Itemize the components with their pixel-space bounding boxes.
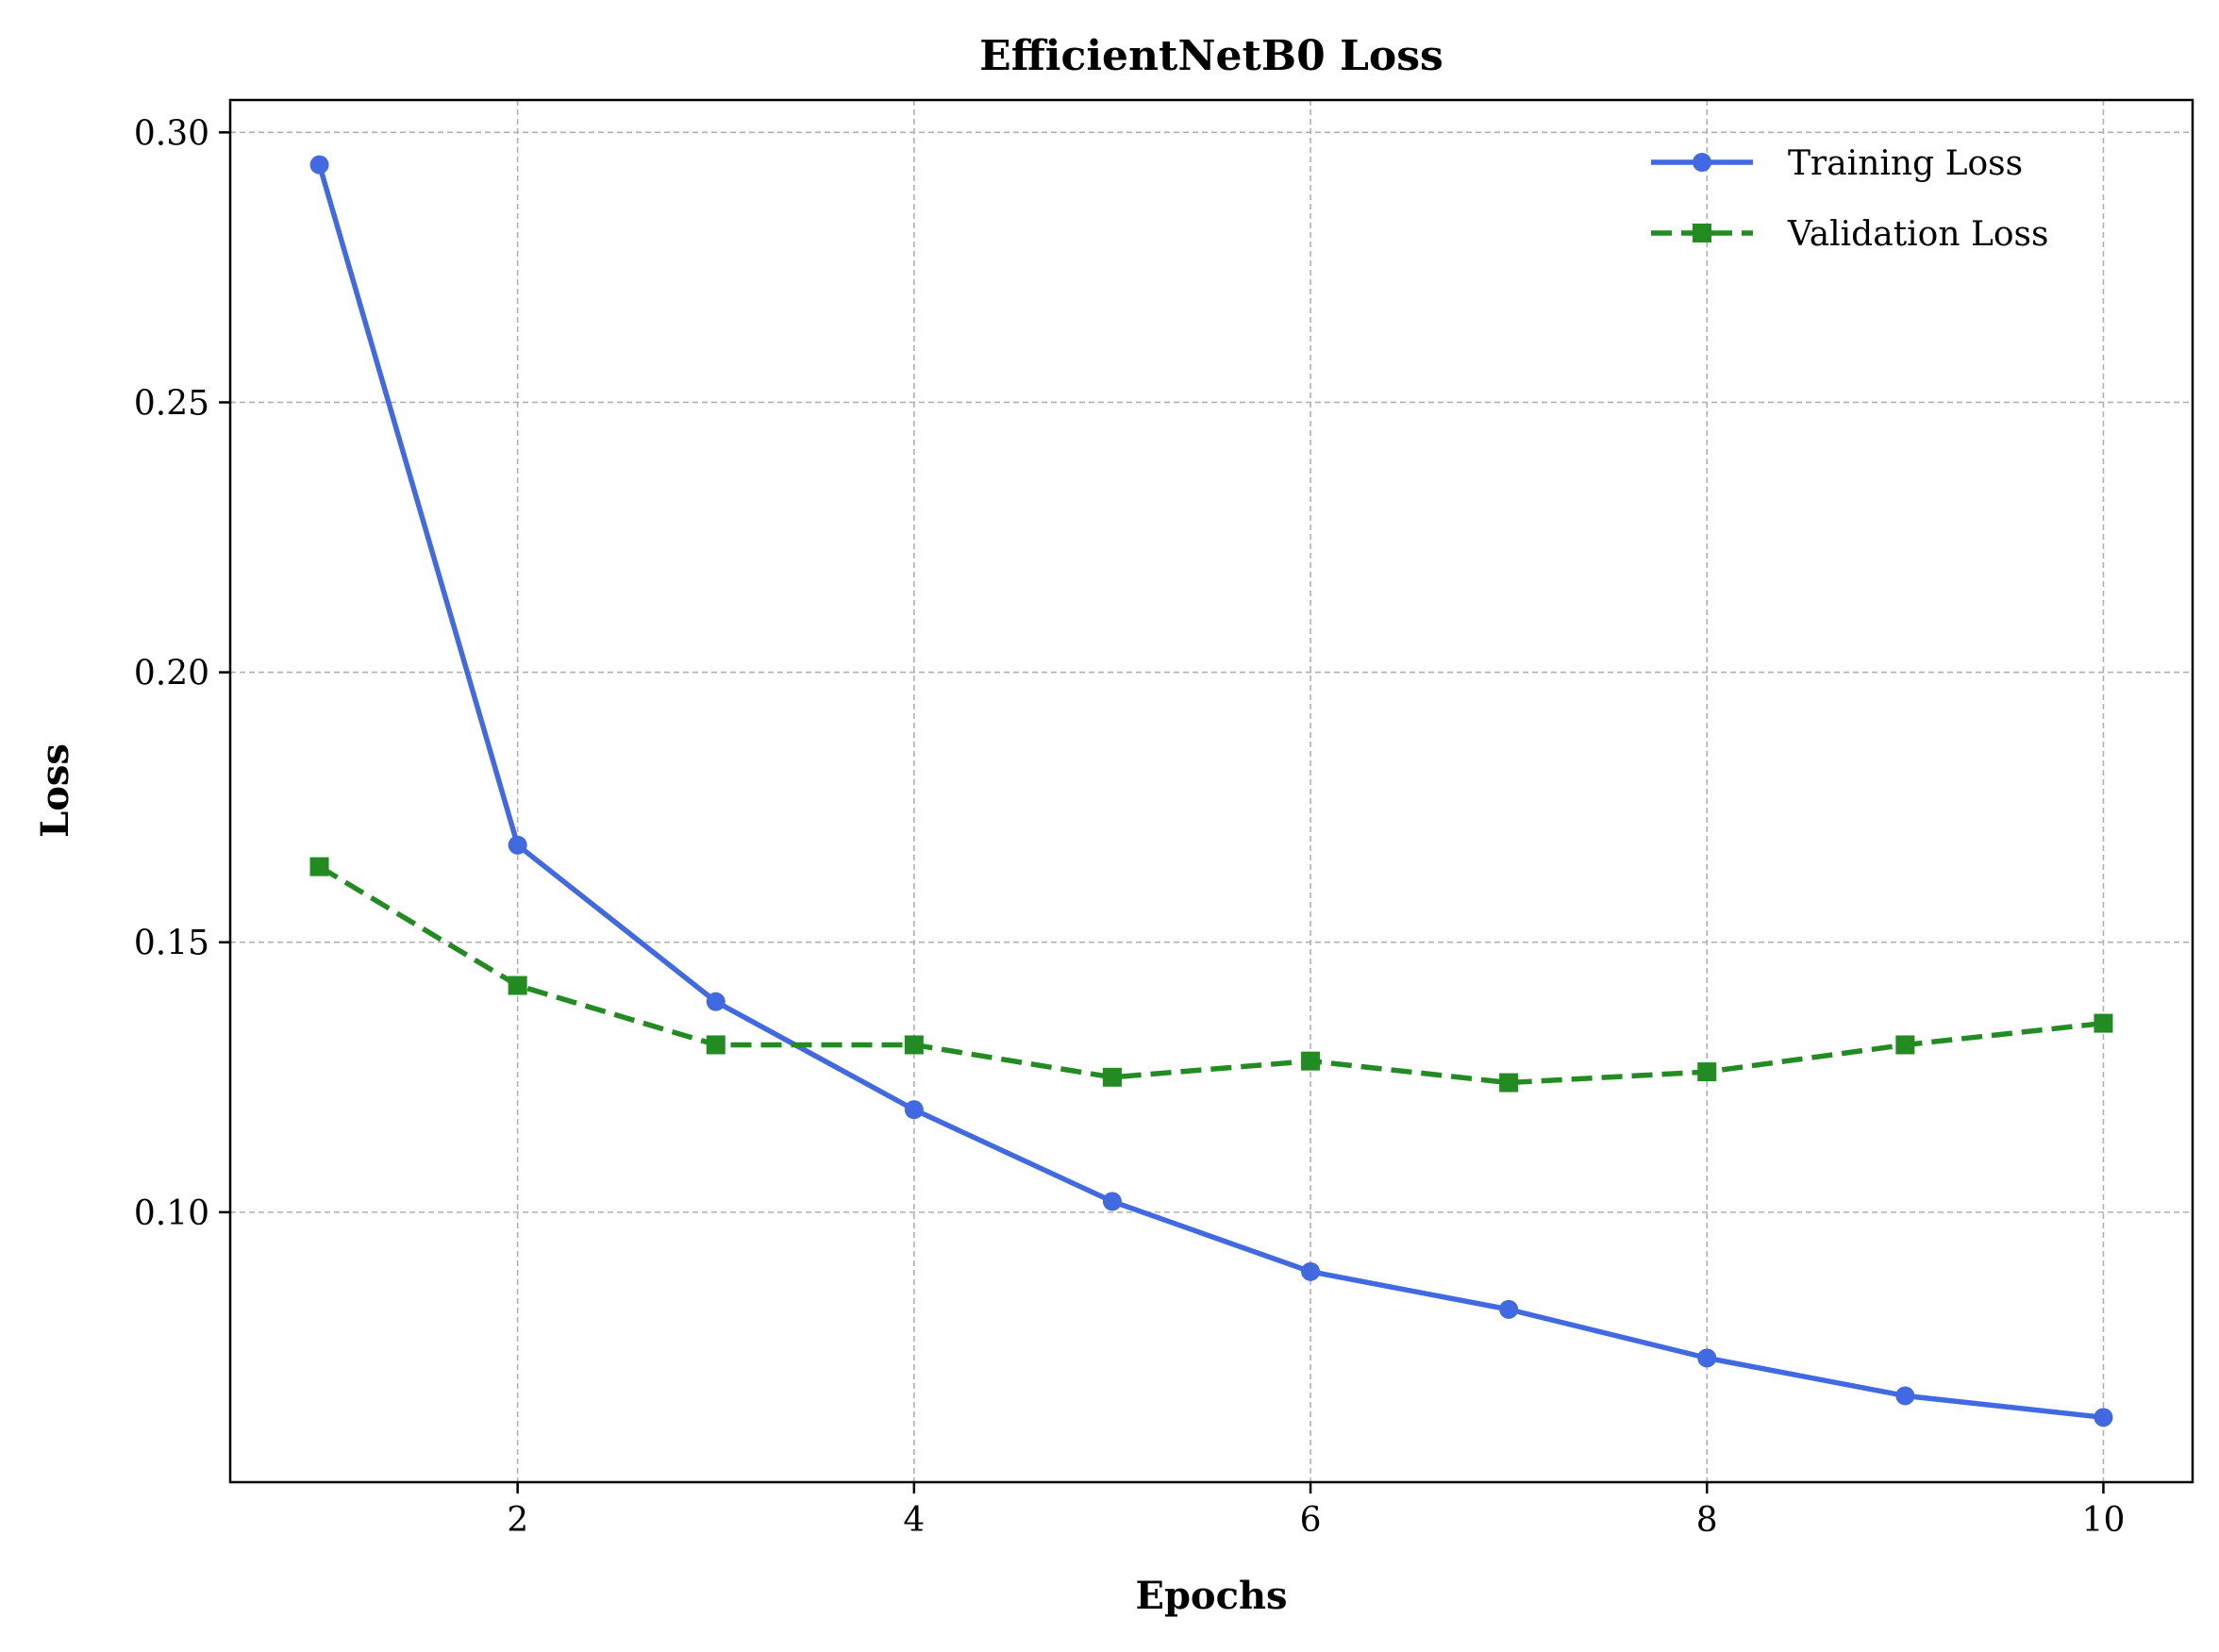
- x-tick-label: 10: [2082, 1501, 2126, 1540]
- axis-ticks: 2 4 6 8 10 0.10 0.15 0.20 0.25 0.30: [134, 114, 2126, 1540]
- x-tick-label: 2: [507, 1501, 528, 1540]
- training-loss-point: [1301, 1261, 1321, 1281]
- validation-loss-line: [318, 864, 2104, 1086]
- training-loss-point: [508, 835, 527, 855]
- y-axis-label: Loss: [33, 743, 77, 838]
- validation-loss-point: [1301, 1051, 1321, 1071]
- validation-loss-point: [508, 976, 527, 995]
- validation-loss-point: [1499, 1073, 1519, 1093]
- chart-title: EfficientNetB0 Loss: [979, 32, 1443, 80]
- validation-loss-point: [1895, 1035, 1915, 1055]
- x-tick-label: 4: [903, 1501, 925, 1540]
- validation-loss-series: [309, 857, 2113, 1093]
- validation-loss-point: [706, 1035, 726, 1055]
- legend-label-validation-loss: Validation Loss: [1787, 215, 2049, 254]
- y-tick-label: 0.15: [134, 925, 209, 963]
- training-loss-point: [904, 1100, 924, 1120]
- data-series: [309, 155, 2113, 1427]
- training-loss-point: [1102, 1192, 1122, 1211]
- validation-loss-point: [2094, 1013, 2113, 1033]
- training-loss-point: [2094, 1408, 2113, 1427]
- y-tick-label: 0.30: [134, 114, 209, 153]
- legend: Training Loss Validation Loss: [1651, 144, 2049, 254]
- x-tick-label: 8: [1696, 1501, 1718, 1540]
- training-loss-point: [706, 992, 726, 1011]
- y-tick-label: 0.25: [134, 384, 209, 423]
- grid-lines: [230, 100, 2193, 1482]
- validation-loss-point: [309, 857, 329, 876]
- y-tick-label: 0.10: [134, 1194, 209, 1233]
- x-axis-label: Epochs: [1135, 1574, 1287, 1618]
- training-loss-point: [1499, 1299, 1519, 1319]
- training-loss-point: [1895, 1386, 1915, 1406]
- legend-entry-training-loss: Training Loss: [1651, 144, 2023, 183]
- training-loss-line: [316, 163, 2104, 1421]
- x-tick-label: 6: [1300, 1501, 1322, 1540]
- validation-loss-point: [1697, 1062, 1717, 1082]
- y-tick-label: 0.20: [134, 655, 209, 693]
- legend-marker-training-loss: [1693, 153, 1711, 172]
- legend-entry-validation-loss: Validation Loss: [1651, 215, 2049, 254]
- training-loss-series: [309, 155, 2113, 1427]
- validation-loss-point: [1102, 1067, 1122, 1087]
- legend-label-training-loss: Training Loss: [1788, 144, 2023, 183]
- training-loss-point: [1697, 1348, 1717, 1368]
- legend-marker-validation-loss: [1693, 224, 1711, 242]
- validation-loss-point: [904, 1035, 924, 1055]
- plot-area-frame: [228, 98, 2194, 1484]
- training-loss-point: [309, 155, 329, 175]
